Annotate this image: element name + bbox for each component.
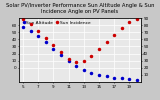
Legend: Sun Altitude, Sun Incidence: Sun Altitude, Sun Incidence bbox=[21, 20, 91, 25]
Text: Solar PV/Inverter Performance Sun Altitude Angle & Sun Incidence Angle on PV Pan: Solar PV/Inverter Performance Sun Altitu… bbox=[6, 3, 154, 14]
